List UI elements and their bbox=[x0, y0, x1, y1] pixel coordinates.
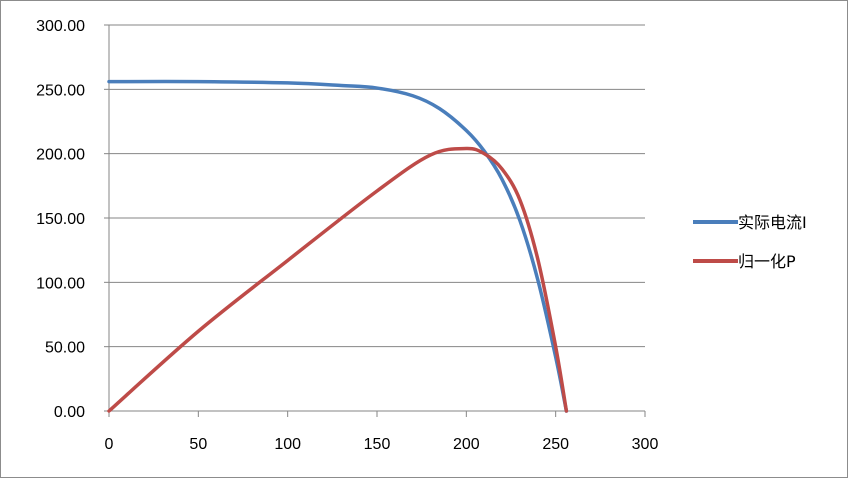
series-line-2 bbox=[107, 146, 569, 413]
x-tick-label: 50 bbox=[189, 436, 207, 453]
legend-label: 实际电流I bbox=[738, 213, 807, 232]
y-tick-label: 300.00 bbox=[36, 18, 85, 35]
series-line-1 bbox=[107, 79, 569, 413]
y-tick-label: 200.00 bbox=[36, 147, 85, 164]
legend-label: 归一化P bbox=[738, 252, 796, 271]
y-tick-label: 0.00 bbox=[54, 404, 85, 421]
y-tick-label: 50.00 bbox=[45, 340, 85, 357]
x-tick-label: 150 bbox=[364, 436, 391, 453]
x-tick-label: 100 bbox=[274, 436, 301, 453]
y-tick-label: 150.00 bbox=[36, 211, 85, 228]
x-tick-label: 250 bbox=[542, 436, 569, 453]
y-tick-label: 100.00 bbox=[36, 275, 85, 292]
x-tick-label: 200 bbox=[453, 436, 480, 453]
y-tick-label: 250.00 bbox=[36, 82, 85, 99]
x-tick-label: 0 bbox=[105, 436, 114, 453]
x-tick-label: 300 bbox=[632, 436, 659, 453]
